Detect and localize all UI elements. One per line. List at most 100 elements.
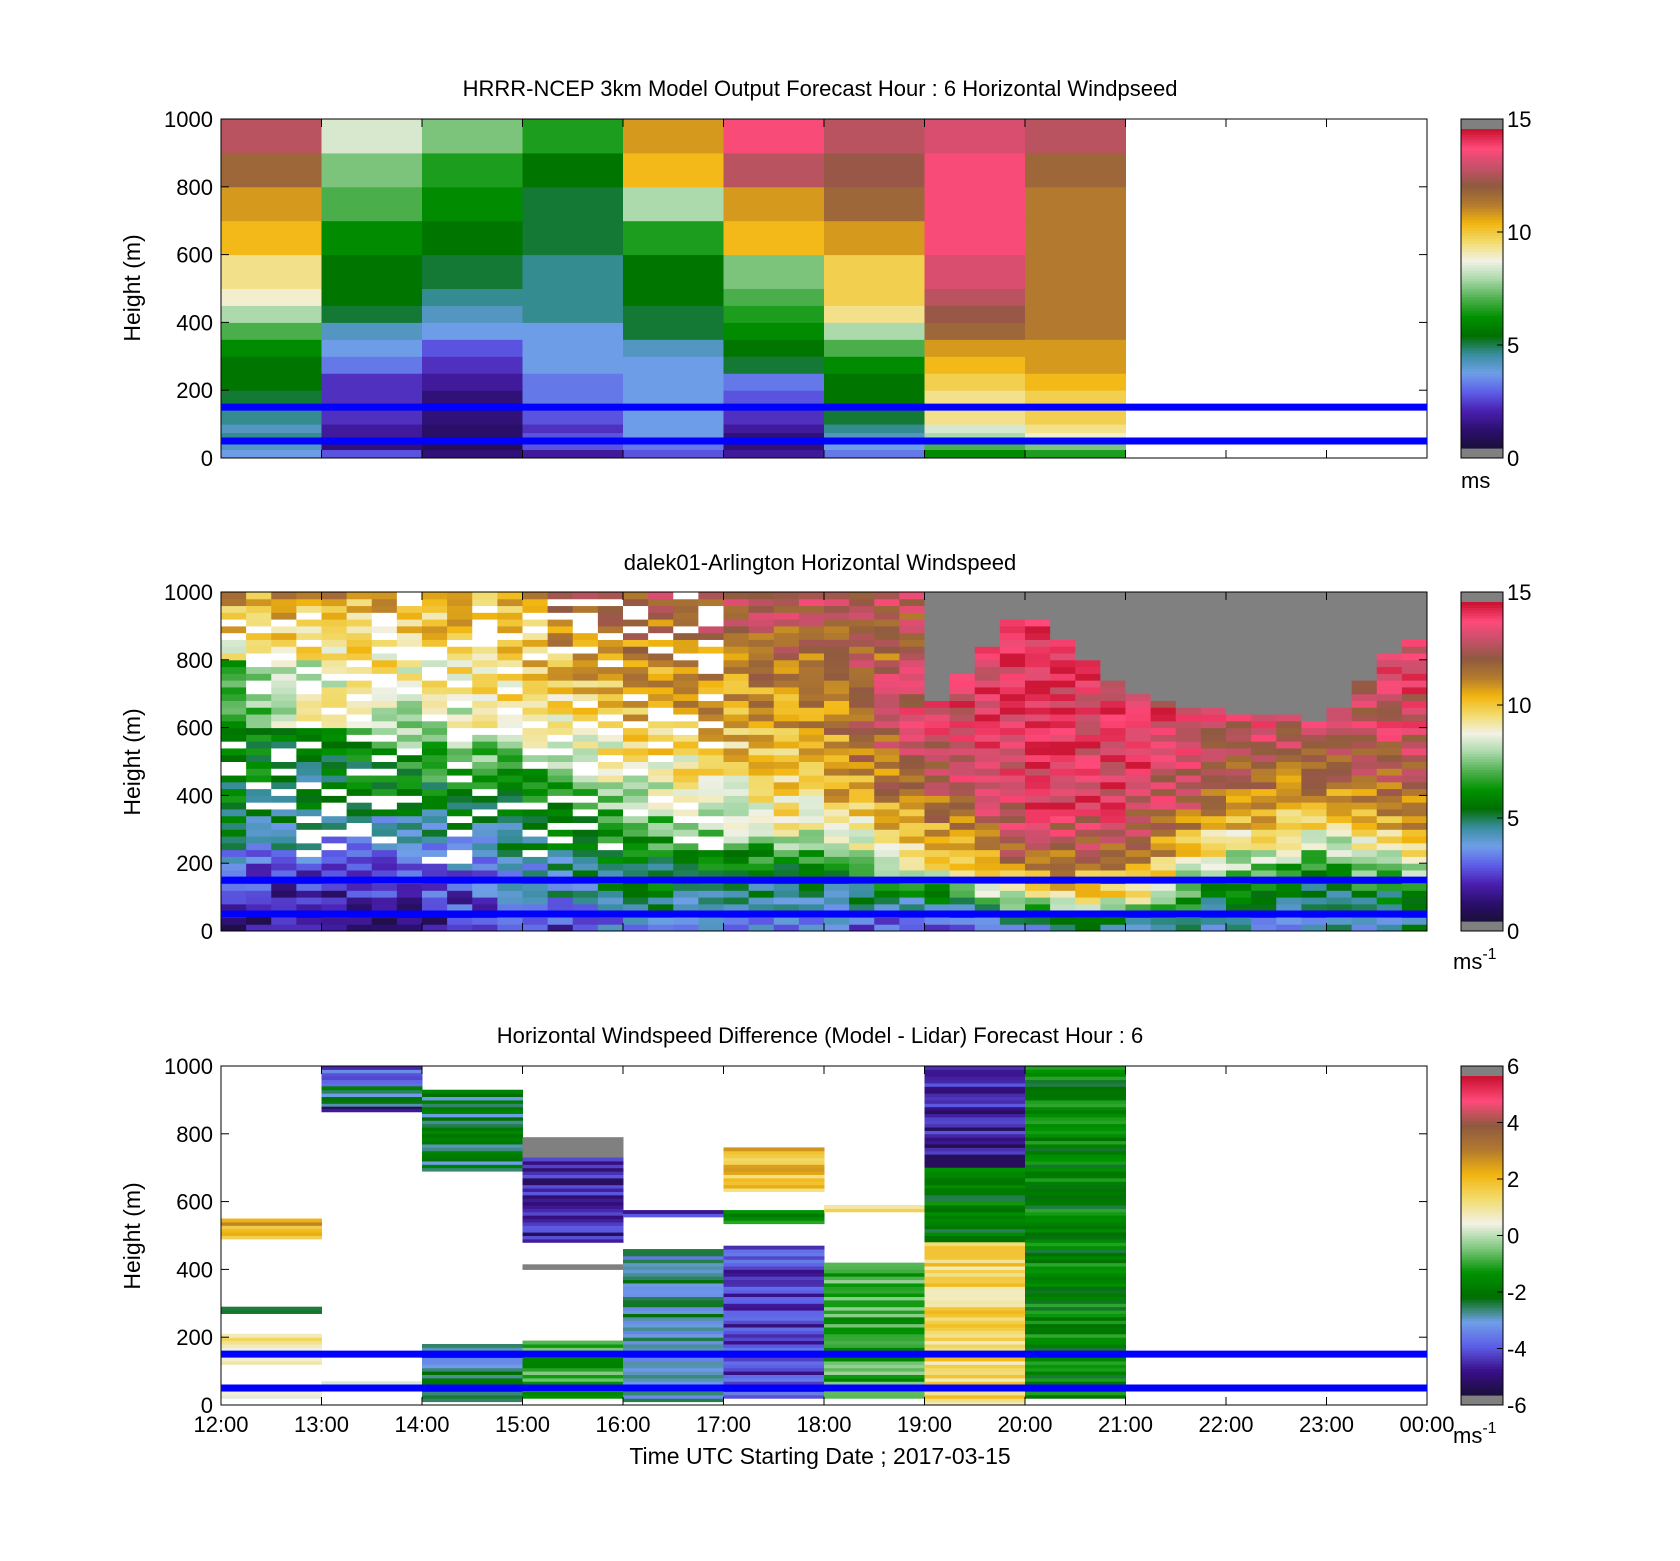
colorbar-swatch bbox=[1461, 376, 1503, 380]
heatmap-cell bbox=[472, 653, 498, 661]
heatmap-cell bbox=[422, 761, 448, 769]
heatmap-cell bbox=[1125, 659, 1152, 668]
heatmap-cell bbox=[371, 707, 398, 715]
heatmap-cell bbox=[698, 897, 724, 905]
heatmap-cell bbox=[1200, 700, 1227, 708]
colorbar-swatch bbox=[1461, 1163, 1503, 1167]
heatmap-cell bbox=[874, 856, 900, 864]
heatmap-cell bbox=[396, 720, 423, 729]
heatmap-cell bbox=[924, 1235, 1026, 1240]
heatmap-cell bbox=[246, 754, 272, 762]
heatmap-cell bbox=[296, 781, 322, 790]
heatmap-cell bbox=[648, 856, 674, 864]
colorbar-swatch bbox=[1461, 817, 1503, 821]
heatmap-cell bbox=[1351, 869, 1378, 878]
heatmap-cell bbox=[522, 781, 549, 790]
heatmap-cell bbox=[1025, 836, 1051, 844]
heatmap-cell bbox=[899, 822, 925, 830]
heatmap-cell bbox=[1125, 849, 1152, 857]
heatmap-cell bbox=[974, 625, 1001, 634]
heatmap-cell bbox=[1326, 714, 1353, 722]
heatmap-cell bbox=[623, 605, 649, 613]
heatmap-cell bbox=[924, 1310, 1026, 1314]
colorbar-swatch bbox=[1461, 841, 1503, 845]
heatmap-cell bbox=[522, 700, 549, 708]
heatmap-cell bbox=[849, 598, 875, 607]
heatmap-cell bbox=[1025, 1194, 1126, 1199]
colorbar-swatch bbox=[1461, 809, 1503, 813]
heatmap-cell bbox=[497, 598, 523, 607]
heatmap-cell bbox=[371, 754, 398, 762]
heatmap-cell bbox=[1025, 1147, 1126, 1152]
heatmap-cell bbox=[522, 822, 549, 830]
heatmap-cell bbox=[773, 707, 800, 715]
heatmap-cell bbox=[1351, 924, 1378, 932]
colorbar-swatch bbox=[1461, 1392, 1503, 1396]
heatmap-cell bbox=[1376, 829, 1403, 837]
heatmap-cell bbox=[899, 707, 925, 715]
x-tick-label: 20:00 bbox=[997, 1412, 1052, 1437]
heatmap-cell bbox=[698, 741, 724, 749]
heatmap-cell bbox=[1075, 890, 1101, 898]
heatmap-cell bbox=[824, 1337, 925, 1342]
heatmap-cell bbox=[874, 897, 900, 905]
heatmap-cell bbox=[798, 815, 825, 824]
heatmap-cell bbox=[497, 863, 523, 871]
heatmap-cell bbox=[1175, 788, 1202, 796]
colorbar-swatch bbox=[1461, 1325, 1503, 1330]
heatmap-cell bbox=[1100, 917, 1126, 925]
heatmap-cell bbox=[623, 1313, 724, 1318]
x-tick-label: 16:00 bbox=[595, 1412, 650, 1437]
heatmap-cell bbox=[246, 781, 272, 790]
heatmap-cell bbox=[1050, 890, 1076, 898]
heatmap-cell bbox=[1326, 836, 1353, 844]
heatmap-cell bbox=[522, 441, 624, 451]
heatmap-cell bbox=[1351, 727, 1378, 735]
heatmap-cell bbox=[949, 639, 976, 647]
heatmap-cell bbox=[1401, 639, 1428, 647]
heatmap-cell bbox=[1251, 829, 1277, 837]
heatmap-cell bbox=[497, 836, 523, 844]
heatmap-cell bbox=[748, 653, 775, 661]
heatmap-cell bbox=[522, 1215, 624, 1220]
heatmap-cell bbox=[472, 903, 498, 912]
heatmap-cell bbox=[497, 903, 523, 912]
heatmap-cell bbox=[723, 897, 750, 905]
heatmap-cell bbox=[1276, 714, 1302, 722]
x-tick-label: 00:00 bbox=[1399, 1412, 1454, 1437]
heatmap-cell bbox=[623, 869, 649, 878]
heatmap-cell bbox=[522, 407, 624, 425]
heatmap-cell bbox=[522, 714, 549, 722]
heatmap-cell bbox=[824, 897, 850, 905]
heatmap-cell bbox=[698, 747, 724, 756]
heatmap-cell bbox=[246, 707, 272, 715]
heatmap-cell bbox=[924, 1343, 1026, 1348]
heatmap-cell bbox=[422, 680, 448, 688]
heatmap-cell bbox=[648, 836, 674, 844]
heatmap-cell bbox=[1251, 727, 1277, 735]
heatmap-cell bbox=[1175, 856, 1202, 864]
heatmap-cell bbox=[371, 897, 398, 905]
heatmap-cell bbox=[396, 741, 423, 749]
heatmap-cell bbox=[497, 632, 523, 640]
y-tick-label: 0 bbox=[201, 919, 213, 944]
heatmap-cell bbox=[849, 666, 875, 674]
heatmap-cell bbox=[1226, 680, 1252, 688]
heatmap-cell bbox=[1075, 802, 1101, 810]
heatmap-cell bbox=[472, 686, 498, 695]
heatmap-cell bbox=[623, 720, 649, 729]
heatmap-cell bbox=[1376, 639, 1403, 647]
heatmap-cell bbox=[1175, 720, 1202, 729]
heatmap-cell bbox=[849, 795, 875, 803]
heatmap-cell bbox=[974, 592, 1001, 600]
heatmap-cell bbox=[1150, 761, 1177, 769]
heatmap-cell bbox=[1175, 632, 1202, 640]
heatmap-cell bbox=[522, 1221, 624, 1226]
heatmap-cell bbox=[698, 707, 724, 715]
heatmap-cell bbox=[1326, 795, 1353, 803]
heatmap-cell bbox=[648, 788, 674, 796]
colorbar-swatch bbox=[1461, 357, 1503, 361]
heatmap-cell bbox=[824, 890, 850, 898]
heatmap-cell bbox=[1050, 815, 1076, 824]
heatmap-cell bbox=[1175, 741, 1202, 749]
